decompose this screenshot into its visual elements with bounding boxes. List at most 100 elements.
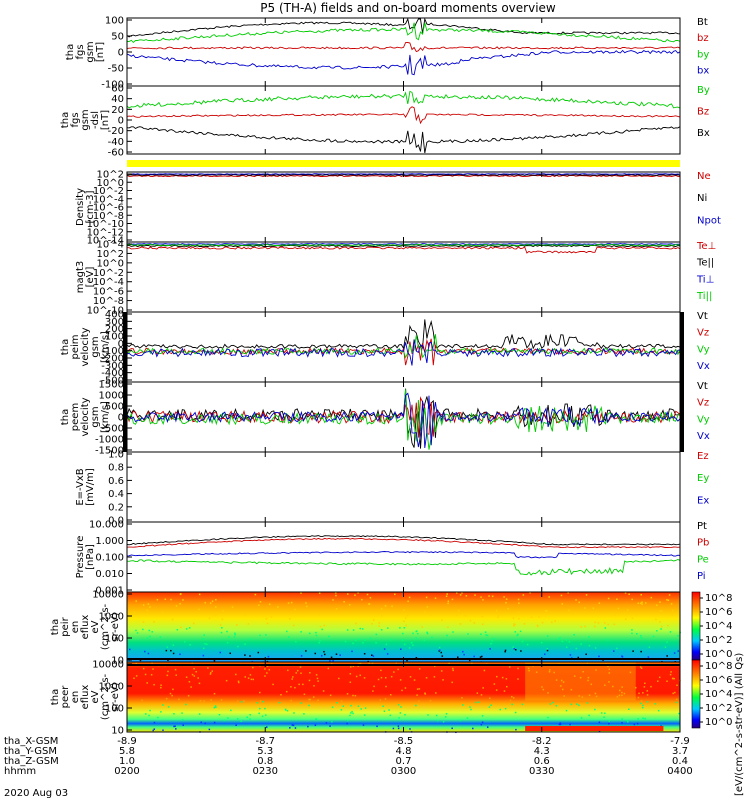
heatmap-cell xyxy=(409,676,412,678)
colorbar-tick-label: 10^6 xyxy=(705,607,732,618)
heatmap-cell xyxy=(213,706,216,709)
legend-Vt: Vt xyxy=(697,381,708,392)
heatmap-band xyxy=(525,726,664,731)
heatmap-cell xyxy=(625,618,627,620)
heatmap-cell xyxy=(233,636,236,638)
heatmap-cell xyxy=(225,679,228,682)
heatmap-cell xyxy=(660,625,663,628)
heatmap-cell xyxy=(149,606,151,608)
heatmap-cell xyxy=(223,719,226,722)
heatmap-cell xyxy=(425,596,428,599)
heatmap-cell xyxy=(608,672,611,674)
heatmap-cell xyxy=(576,703,578,705)
heatmap-cell xyxy=(153,683,155,686)
heatmap-cell xyxy=(469,619,472,622)
y-axis-label-line: peem xyxy=(70,403,81,431)
y-tick-label: -100 xyxy=(101,346,124,357)
heatmap-cell xyxy=(318,592,321,594)
heatmap-cell xyxy=(375,633,378,636)
y-tick-label: 10^-10 xyxy=(87,306,124,317)
heatmap-cell xyxy=(165,649,168,652)
heatmap-cell xyxy=(226,641,229,644)
heatmap-cell xyxy=(305,650,307,652)
heatmap-cell xyxy=(340,700,343,702)
heatmap-cell xyxy=(508,666,511,668)
heatmap-cell xyxy=(579,676,582,679)
heatmap-cell xyxy=(300,655,303,657)
heatmap-cell xyxy=(482,599,484,601)
heatmap-cell xyxy=(244,643,246,645)
heatmap-cell xyxy=(594,621,596,624)
heatmap-cell xyxy=(234,633,236,636)
heatmap-cell xyxy=(142,604,145,606)
heatmap-cell xyxy=(174,725,176,727)
series-line-Pt xyxy=(126,535,681,546)
heatmap-cell xyxy=(388,709,390,711)
heatmap-cell xyxy=(505,678,508,680)
y-tick-label: 20 xyxy=(111,105,124,116)
heatmap-cell xyxy=(302,683,304,686)
heatmap-cell xyxy=(560,685,562,687)
heatmap-cell xyxy=(314,652,317,655)
heatmap-cell xyxy=(459,623,462,625)
heatmap-cell xyxy=(513,625,515,627)
heatmap-cell xyxy=(294,608,296,611)
heatmap-cell xyxy=(363,714,366,716)
heatmap-cell xyxy=(580,626,582,628)
y-axis-label-line: peim xyxy=(70,334,81,359)
heatmap-cell xyxy=(249,718,251,721)
heatmap-cell xyxy=(503,596,505,598)
series-line-Te xyxy=(127,246,681,254)
heatmap-cell xyxy=(254,593,257,596)
heatmap-cell xyxy=(247,677,250,679)
heatmap-cell xyxy=(277,606,279,608)
heatmap-cell xyxy=(406,614,409,617)
heatmap-cell xyxy=(354,694,357,697)
heatmap-cell xyxy=(191,673,194,676)
heatmap-cell xyxy=(364,707,367,709)
heatmap-cell xyxy=(237,680,240,683)
heatmap-cell xyxy=(490,704,492,706)
heatmap-cell xyxy=(166,674,169,677)
heatmap-cell xyxy=(618,694,621,697)
heatmap-cell xyxy=(580,717,583,719)
heatmap-cell xyxy=(404,687,407,689)
heatmap-cell xyxy=(402,632,404,635)
heatmap-cell xyxy=(339,613,342,615)
y-tick-label: -300 xyxy=(101,361,124,372)
heatmap-cell xyxy=(235,724,237,726)
heatmap-cell xyxy=(161,611,164,614)
heatmap-cell xyxy=(598,721,601,724)
heatmap-cell xyxy=(656,630,658,632)
series-line-Vt xyxy=(126,388,681,449)
heatmap-cell xyxy=(347,719,349,722)
heatmap-cell xyxy=(259,691,261,694)
heatmap-cell xyxy=(633,723,636,726)
heatmap-cell xyxy=(568,641,571,643)
heatmap-cell xyxy=(387,627,389,629)
heatmap-cell xyxy=(292,676,294,678)
heatmap-cell xyxy=(594,708,596,711)
heatmap-cell xyxy=(171,694,173,697)
heatmap-cell xyxy=(249,655,251,657)
heatmap-cell xyxy=(639,602,642,605)
heatmap-cell xyxy=(656,604,658,606)
heatmap-cell xyxy=(466,717,469,719)
heatmap-cell xyxy=(481,655,483,658)
heatmap-cell xyxy=(520,650,522,652)
heatmap-cell xyxy=(446,593,448,595)
y-axis-label-line: eV xyxy=(90,620,101,633)
y-tick-label: -60 xyxy=(108,148,124,159)
heatmap-cell xyxy=(518,602,520,604)
legend-by: by xyxy=(697,49,709,60)
heatmap-cell xyxy=(268,603,271,606)
heatmap-cell xyxy=(482,623,484,625)
heatmap-cell xyxy=(183,640,186,643)
time-axis-value: 0.7 xyxy=(396,756,412,767)
heatmap-cell xyxy=(357,665,359,667)
colorbar-tick-label: 10^4 xyxy=(705,689,732,700)
heatmap-cell xyxy=(208,728,211,731)
heatmap-cell xyxy=(349,604,351,606)
heatmap-cell xyxy=(434,665,436,667)
heatmap-cell xyxy=(403,609,405,611)
